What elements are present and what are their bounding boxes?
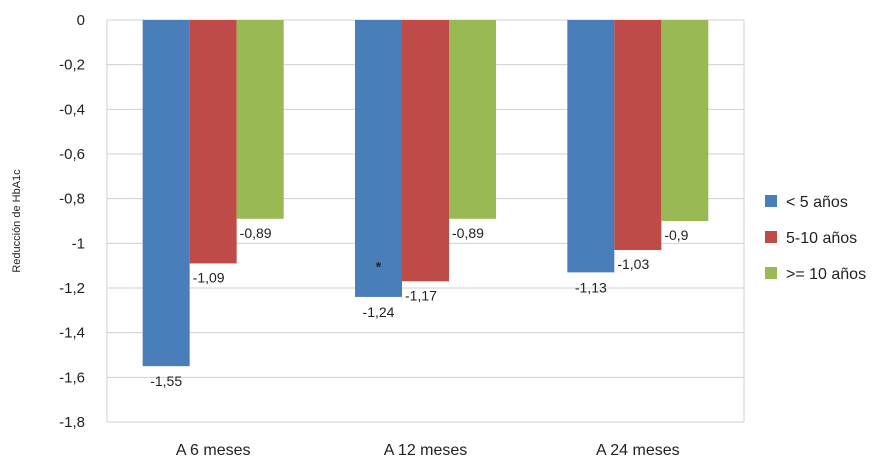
y-tick-label: -1,8 xyxy=(59,414,85,431)
data-label: -1,03 xyxy=(617,256,649,272)
data-label: -1,55 xyxy=(150,373,182,389)
y-axis-label: Reducción de HbA1c xyxy=(11,169,23,273)
legend-label: 5-10 años xyxy=(786,230,857,247)
y-tick-label: -0,6 xyxy=(59,146,85,163)
bar xyxy=(355,20,402,297)
y-tick-label: -0,8 xyxy=(59,191,85,208)
y-tick-label: -1 xyxy=(72,235,85,252)
data-label: -1,13 xyxy=(575,279,607,295)
legend-swatch xyxy=(765,267,777,279)
bar xyxy=(402,20,449,282)
y-tick-label: -1,4 xyxy=(59,325,85,342)
legend-swatch xyxy=(765,231,777,243)
bar xyxy=(449,20,496,219)
x-axis-categories: A 6 meses A 12 meses A 24 meses xyxy=(176,442,680,459)
data-label: -0,89 xyxy=(240,225,272,241)
data-label: -1,17 xyxy=(405,287,437,303)
data-label: -1,24 xyxy=(363,304,395,320)
x-category-label: A 12 meses xyxy=(384,442,468,459)
x-category-label: A 6 meses xyxy=(176,442,251,459)
bar xyxy=(236,20,284,219)
bars: -1,55 -1,24 -1,13 -1,09 -1,17 -1,03 -0,89 -0,89… xyxy=(142,20,709,389)
significance-marker: * xyxy=(376,259,382,275)
y-tick-label: -0,2 xyxy=(59,57,85,74)
y-tick-label: -1,6 xyxy=(59,369,85,386)
legend-label: >= 10 años xyxy=(786,266,866,283)
x-category-label: A 24 meses xyxy=(596,442,680,459)
bar xyxy=(189,20,237,264)
data-label: -1,09 xyxy=(193,269,225,285)
bar xyxy=(661,20,709,221)
bar xyxy=(142,20,190,367)
y-tick-label: 0 xyxy=(77,12,85,29)
data-label: -0,9 xyxy=(664,227,688,243)
bar xyxy=(567,20,615,273)
legend: < 5 años 5-10 años >= 10 años xyxy=(765,194,866,283)
y-axis-ticks: 0 -0,2 -0,4 -0,6 -0,8 -1 -1,2 -1,4 -1,6 -1,8 xyxy=(59,12,85,431)
y-tick-label: -0,4 xyxy=(59,101,85,118)
legend-swatch xyxy=(765,195,777,207)
data-label: -0,89 xyxy=(452,225,484,241)
y-tick-label: -1,2 xyxy=(59,280,85,297)
legend-label: < 5 años xyxy=(786,194,848,211)
bar xyxy=(614,20,662,251)
